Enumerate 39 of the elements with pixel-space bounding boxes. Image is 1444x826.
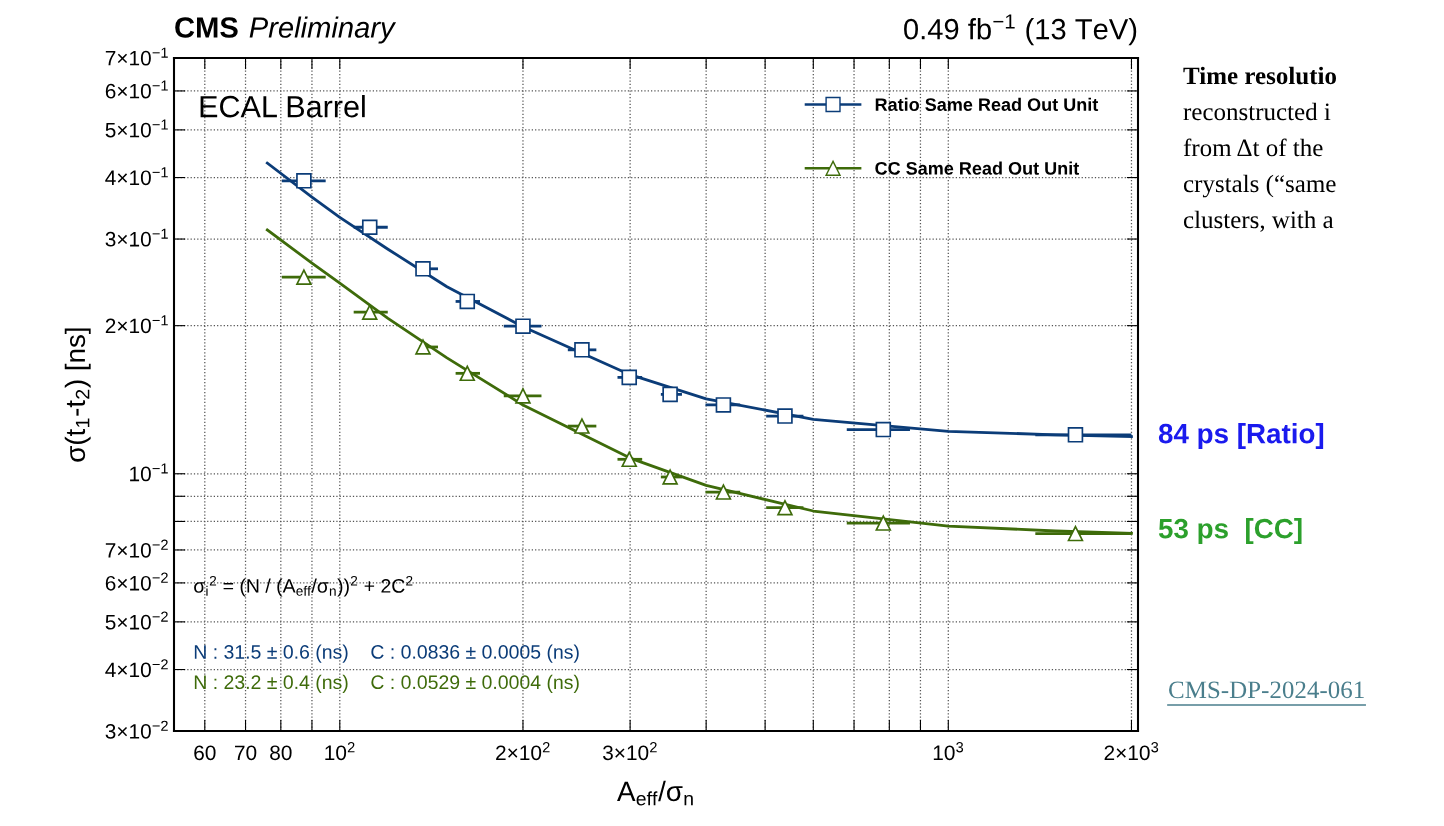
text: Time resolutio xyxy=(1183,66,1337,85)
x-axis-title: A$_{eff}$/σ$_{n}$ xyxy=(617,780,693,806)
text: 0.49 fb$^{−1}$ (13 TeV) xyxy=(904,14,1137,46)
annotation: N : 23.2 ± 0.4 (ns) C : 0.0529 ± 0.0004 (ns) xyxy=(194,674,579,693)
y-tick-label: 4×10$^{−2}$ xyxy=(105,659,168,678)
legend-label: Ratio Same Read Out Unit xyxy=(875,97,1099,111)
annotation: N : 31.5 ± 0.6 (ns) C : 0.0836 ± 0.0005 (ns) xyxy=(194,644,579,663)
x-tick-label: 80 xyxy=(270,745,292,761)
text: crystals (“same xyxy=(1183,174,1336,198)
x-tick-label: 10$^{2}$ xyxy=(325,742,355,761)
y-tick-label: 5×10$^{−1}$ xyxy=(105,119,168,138)
y-tick-label: 6×10$^{−1}$ xyxy=(105,80,168,99)
text: σ$_{i}$$^{2}$ = (N / (A$_{eff}$/σ$_{n}$))$^{2}$ + 2C$^{2}$ xyxy=(194,575,413,597)
text: clusters, with a xyxy=(1183,210,1334,232)
x-tick-label: 2×10$^{3}$ xyxy=(1104,742,1159,761)
legend-label: CC Same Read Out Unit xyxy=(875,161,1080,175)
x-tick-label: 70 xyxy=(235,745,257,761)
y-tick-label: 5×10$^{−2}$ xyxy=(105,611,168,630)
y-axis-title: σ(t$_{1}$-t$_{2}$) [ns] xyxy=(64,328,91,462)
x-tick-label: 10$^{3}$ xyxy=(933,742,964,761)
x-tick-label: 60 xyxy=(194,745,216,761)
y-tick-label: 3×10$^{−1}$ xyxy=(105,228,168,247)
text: 84 ps [Ratio] xyxy=(1158,423,1324,449)
x-tick-label: 2×10$^{2}$ xyxy=(496,742,550,761)
y-tick-label: 10$^{−1}$ xyxy=(130,463,168,482)
y-tick-label: 7×10$^{−1}$ xyxy=(105,47,168,66)
x-tick-label: 3×10$^{2}$ xyxy=(603,742,657,761)
y-tick-label: 4×10$^{−1}$ xyxy=(105,167,168,186)
text: reconstructed i xyxy=(1183,102,1331,121)
y-tick-label: 2×10$^{−1}$ xyxy=(105,315,168,334)
text: 53 ps [CC] xyxy=(1158,518,1302,544)
annotation: ECAL Barrel xyxy=(200,95,365,118)
text: CMS-DP-2024-061 xyxy=(1169,681,1364,699)
y-tick-label: 6×10$^{−2}$ xyxy=(105,572,168,591)
y-tick-label: 7×10$^{−2}$ xyxy=(105,539,168,558)
chart-subtitle: Preliminary xyxy=(249,16,397,44)
y-tick-label: 3×10$^{−2}$ xyxy=(105,720,168,739)
chart-title: CMS xyxy=(175,17,238,38)
text: from Δt of the xyxy=(1183,138,1323,157)
